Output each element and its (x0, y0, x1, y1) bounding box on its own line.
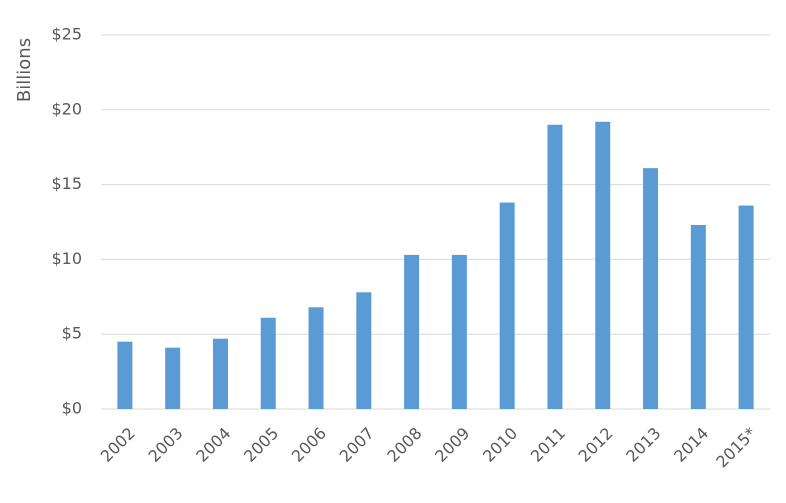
bar (643, 168, 659, 409)
bar (547, 124, 563, 409)
bar (451, 254, 467, 409)
bar (690, 224, 706, 409)
x-tick-label: 2005 (240, 424, 282, 466)
x-tick-label: 2004 (192, 424, 234, 466)
bar (165, 347, 181, 409)
x-tick-label: 2012 (575, 424, 617, 466)
bar (212, 338, 228, 409)
x-tick-label: 2003 (144, 424, 186, 466)
bar (260, 317, 276, 409)
x-tick-label: 2013 (622, 424, 664, 466)
bar (404, 254, 420, 409)
x-tick-label: 2008 (383, 424, 425, 466)
bar (117, 341, 133, 409)
x-tick-label: 2014 (670, 424, 712, 466)
x-tick-label: 2002 (97, 424, 139, 466)
y-axis-title: Billions (14, 38, 35, 102)
y-tick-label: $5 (62, 324, 82, 343)
y-tick-label: $25 (51, 25, 82, 44)
bar (308, 307, 324, 409)
y-tick-label: $15 (51, 174, 82, 193)
x-tick-label: 2009 (431, 424, 473, 466)
bar (499, 202, 515, 409)
y-tick-label: $0 (62, 399, 82, 418)
bar (738, 205, 754, 409)
x-tick-label: 2010 (479, 424, 521, 466)
x-tick-label: 2007 (336, 424, 378, 466)
y-tick-label: $10 (51, 249, 82, 268)
x-tick-label: 2015* (712, 424, 760, 472)
bar (356, 292, 372, 409)
x-tick-label: 2006 (288, 424, 330, 466)
y-tick-label: $20 (51, 99, 82, 118)
bar (595, 121, 611, 409)
x-tick-label: 2011 (527, 424, 569, 466)
